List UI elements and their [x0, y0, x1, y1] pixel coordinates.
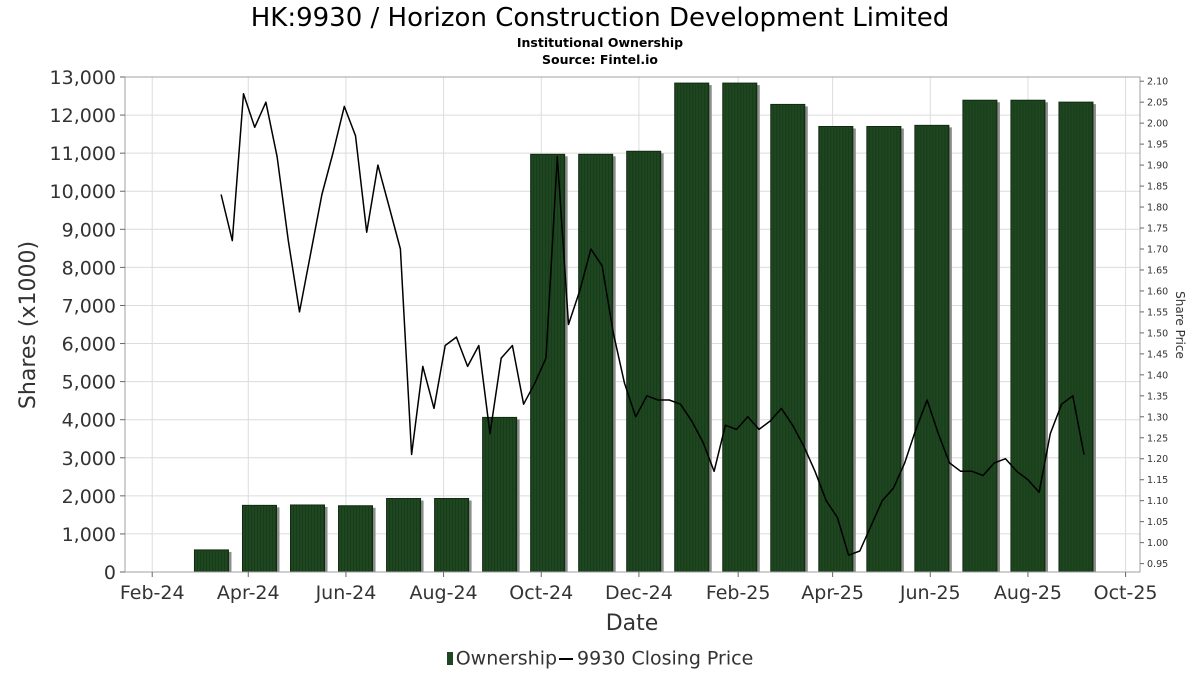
y-tick-label: 10,000: [50, 181, 116, 203]
ownership-bar: [866, 126, 902, 573]
y2-tick-label: 2.10: [1147, 77, 1168, 88]
y-axis-label: Shares (x1000): [16, 241, 41, 409]
x-tick-label: Dec-24: [605, 582, 673, 604]
ownership-bar: [914, 124, 950, 573]
x-tick-label: Apr-24: [217, 582, 280, 604]
x-tick-label: Jun-24: [315, 582, 377, 604]
y-tick-label: 3,000: [62, 448, 116, 470]
ownership-bar: [290, 504, 326, 573]
y2-tick-label: 1.20: [1147, 454, 1168, 465]
legend-ownership-label: Ownership: [455, 647, 558, 670]
x-axis-label: Date: [606, 611, 659, 636]
y2-tick-label: 1.75: [1147, 224, 1168, 235]
y2-tick-label: 1.95: [1147, 140, 1168, 151]
x-tick-label: Oct-24: [509, 582, 573, 604]
ownership-bar: [1010, 99, 1046, 573]
chart-subtitle: Institutional Ownership: [516, 35, 684, 50]
y2-tick-label: 0.95: [1147, 559, 1168, 570]
y-tick-label: 1,000: [62, 524, 116, 546]
y-tick-label: 11,000: [50, 143, 116, 165]
x-tick-label: Feb-24: [120, 582, 185, 604]
y2-tick-label: 1.25: [1147, 433, 1168, 444]
closing-price-line: [220, 93, 1085, 556]
ownership-bar: [770, 103, 806, 573]
ownership-bar: [482, 416, 518, 573]
legend-price-swatch: [559, 657, 574, 660]
x-tick-label: Apr-25: [801, 582, 864, 604]
plot-frame: [124, 76, 1141, 573]
y2-tick-label: 1.60: [1147, 286, 1168, 297]
y-tick-label: 4,000: [62, 410, 116, 432]
x-tick-label: Aug-24: [410, 582, 478, 604]
y2-tick-label: 1.70: [1147, 244, 1168, 255]
chart-title: HK:9930 / Horizon Construction Developme…: [250, 3, 950, 33]
y2-tick-label: 1.15: [1147, 475, 1168, 486]
y2-tick-label: 2.00: [1147, 119, 1168, 130]
legend-ownership-swatch: [446, 652, 453, 665]
ownership-bar: [434, 498, 470, 573]
y2-tick-label: 1.65: [1147, 265, 1168, 276]
y2-tick-label: 2.05: [1147, 98, 1168, 109]
y-tick-label: 0: [104, 562, 116, 584]
y2-tick-label: 1.00: [1147, 538, 1168, 549]
x-tick-label: Jun-25: [899, 582, 961, 604]
y-tick-label: 12,000: [50, 105, 116, 127]
y2-tick-label: 1.80: [1147, 203, 1168, 214]
y2-tick-label: 1.85: [1147, 182, 1168, 193]
legend: Ownership 9930 Closing Price: [0, 646, 1200, 671]
ownership-bar: [386, 498, 422, 573]
y-tick-label: 9,000: [62, 219, 116, 241]
ownership-bar: [530, 153, 566, 573]
y2-tick-label: 1.40: [1147, 370, 1168, 381]
ownership-bar: [1058, 101, 1094, 573]
legend-price-label: 9930 Closing Price: [577, 647, 754, 670]
ownership-bar: [193, 549, 229, 573]
x-tick-label: Feb-25: [706, 582, 771, 604]
ownership-bar: [818, 126, 854, 573]
ownership-bar: [674, 82, 710, 573]
ownership-bar: [241, 504, 277, 573]
y-tick-label: 8,000: [62, 257, 116, 279]
y-tick-label: 2,000: [62, 486, 116, 508]
y-tick-label: 6,000: [62, 334, 116, 356]
ownership-bar: [962, 99, 998, 573]
ownership-bar: [578, 153, 614, 573]
ownership-bar: [722, 82, 758, 573]
y2-tick-label: 1.90: [1147, 161, 1168, 172]
ownership-bars: [193, 82, 1096, 573]
x-tick-label: Oct-25: [1094, 582, 1158, 604]
y2-tick-label: 1.05: [1147, 517, 1168, 528]
y-axis-left: 0 1,000 2,000 3,000 4,000 5,000 6,000 7,000 8,00…: [50, 67, 125, 584]
ownership-bar: [338, 505, 374, 573]
y2-tick-label: 1.55: [1147, 307, 1168, 318]
y2-tick-label: 1.45: [1147, 349, 1168, 360]
x-axis: Feb-24 Apr-24 Jun-24 Aug-24 Oct-24 Dec-24 Feb-…: [120, 572, 1158, 604]
y-axis-right: 0.95 1.00 1.05 1.10 1.15 1.20 1.25 1.30 1.35 1.40…: [1140, 77, 1168, 570]
y2-tick-label: 1.50: [1147, 328, 1168, 339]
y2-tick-label: 1.35: [1147, 391, 1168, 402]
y2-tick-label: 1.10: [1147, 496, 1168, 507]
y2-tick-label: 1.30: [1147, 412, 1168, 423]
y-tick-label: 13,000: [50, 67, 116, 89]
y2-axis-label: Share Price: [1173, 291, 1187, 359]
ownership-bar: [626, 150, 662, 573]
x-tick-label: Aug-25: [994, 582, 1062, 604]
y-tick-label: 7,000: [62, 295, 116, 317]
y-tick-label: 5,000: [62, 372, 116, 394]
chart-source: Source: Fintel.io: [542, 52, 658, 67]
